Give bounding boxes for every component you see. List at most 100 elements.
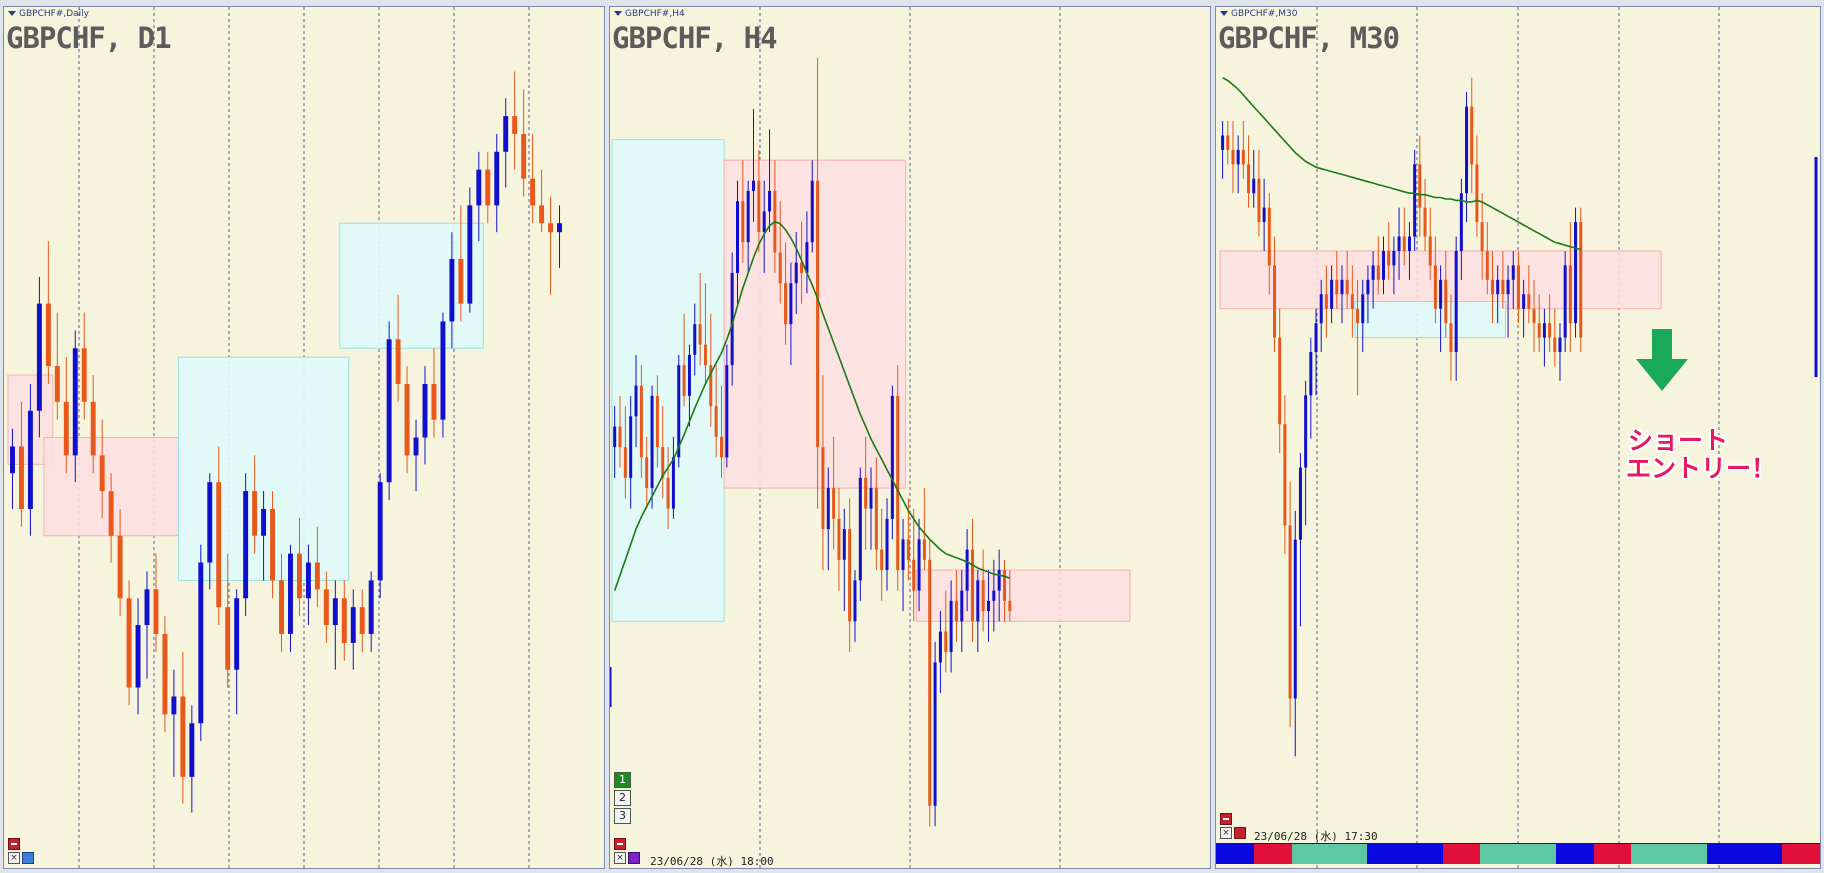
bull-candle — [960, 590, 964, 622]
bear-candle — [864, 477, 868, 509]
bear-candle — [323, 589, 329, 626]
bear-candle — [1433, 265, 1437, 309]
bull-candle — [1319, 294, 1323, 324]
bear-candle — [108, 491, 114, 536]
bull-candle — [869, 488, 873, 509]
strength-segment-teal — [1291, 844, 1330, 864]
bull-candle — [735, 201, 739, 273]
chart-symbol-label: GBPCHF, D1 — [6, 21, 172, 55]
supply-zone — [723, 159, 907, 489]
bear-candle — [880, 549, 884, 571]
bull-candle — [1459, 193, 1463, 251]
bull-candle — [1262, 207, 1266, 223]
bull-candle — [305, 562, 311, 599]
bear-candle — [970, 549, 974, 622]
chart-window-m30[interactable]: GBPCHF#,M30 GBPCHF, M30 ショート エントリー！ × 23… — [1215, 6, 1821, 869]
bull-candle — [350, 607, 356, 643]
bull-candle — [671, 457, 675, 509]
bull-candle — [1293, 539, 1297, 699]
bear-candle — [1335, 279, 1339, 295]
bull-candle — [27, 410, 33, 509]
bull-candle — [1413, 164, 1417, 237]
bear-candle — [1579, 222, 1583, 338]
chart-window-title[interactable]: GBPCHF#,H4 — [614, 9, 685, 19]
bear-candle — [906, 539, 910, 560]
bar-timestamp: 23/06/28 (水) 18:00 — [650, 855, 774, 868]
chart-window-title[interactable]: GBPCHF#,M30 — [1220, 9, 1297, 19]
chart-window-title[interactable]: GBPCHF#,Daily — [8, 9, 89, 19]
bear-candle — [359, 607, 365, 634]
dropdown-arrow-icon[interactable] — [1220, 11, 1228, 16]
h4-candlestick-chart[interactable] — [610, 7, 1210, 868]
bull-candle — [826, 488, 830, 530]
d1-candlestick-chart[interactable] — [4, 7, 604, 868]
close-icon[interactable]: × — [614, 852, 626, 864]
bear-candle — [153, 589, 159, 634]
bull-candle — [949, 600, 953, 653]
bull-candle — [687, 354, 691, 396]
bull-candle — [677, 365, 681, 458]
bear-candle — [1527, 294, 1531, 309]
strength-segment-blue — [1367, 844, 1406, 864]
bull-candle — [1397, 236, 1401, 251]
bear-candle — [216, 482, 222, 608]
bull-candle — [135, 625, 141, 688]
bull-candle — [725, 365, 729, 458]
bull-candle — [171, 696, 177, 715]
chart-window-d1[interactable]: GBPCHF#,Daily GBPCHF, D1 × — [3, 6, 605, 869]
minimize-button[interactable] — [614, 838, 626, 850]
close-icon[interactable]: × — [8, 852, 20, 864]
bear-candle — [63, 401, 69, 456]
bull-candle — [207, 482, 213, 563]
bull-candle — [1361, 294, 1365, 324]
bear-candle — [981, 580, 985, 612]
bear-candle — [1418, 164, 1422, 208]
bear-candle — [703, 344, 707, 366]
close-icon[interactable]: × — [1220, 827, 1232, 839]
bear-candle — [1003, 570, 1007, 601]
strength-segment-blue — [1706, 844, 1745, 864]
preset-button-3[interactable]: 3 — [614, 808, 631, 824]
bear-candle — [1241, 149, 1245, 165]
bear-candle — [458, 258, 464, 304]
bear-candle — [784, 283, 788, 325]
chart-window-h4[interactable]: GBPCHF#,H4 GBPCHF, H4 1 2 3 × 23/06/28 (… — [609, 6, 1211, 869]
minimize-button[interactable] — [8, 838, 20, 850]
bull-candle — [1439, 279, 1443, 309]
preset-button-2[interactable]: 2 — [614, 790, 631, 806]
bull-candle — [1221, 135, 1225, 150]
bear-candle — [90, 401, 96, 456]
dropdown-arrow-icon[interactable] — [614, 11, 622, 16]
bull-candle — [1511, 265, 1515, 280]
bull-candle — [1382, 250, 1385, 280]
bear-candle — [1350, 294, 1354, 309]
object-list-icon[interactable] — [628, 852, 640, 864]
bull-candle — [976, 580, 980, 622]
bear-candle — [1402, 236, 1406, 251]
object-list-icon[interactable] — [1234, 827, 1246, 839]
minimize-button[interactable] — [1220, 813, 1232, 825]
bear-candle — [225, 607, 231, 670]
bear-candle — [1480, 222, 1484, 251]
bear-candle — [639, 385, 643, 458]
bear-candle — [655, 395, 659, 448]
bull-candle — [1314, 323, 1318, 353]
preset-button-1[interactable]: 1 — [614, 772, 631, 788]
bear-candle — [896, 395, 900, 571]
bar-timestamp: 23/06/28 (水) 17:30 — [1254, 830, 1378, 843]
object-list-icon[interactable] — [22, 852, 34, 864]
m30-candlestick-chart[interactable] — [1216, 7, 1820, 868]
bear-candle — [252, 491, 258, 536]
bear-candle — [1257, 178, 1261, 223]
bear-candle — [874, 488, 878, 550]
bear-candle — [682, 365, 686, 396]
dropdown-arrow-icon[interactable] — [8, 11, 16, 16]
bear-candle — [180, 696, 186, 777]
bear-candle — [314, 562, 320, 590]
bear-candle — [719, 436, 723, 458]
bear-candle — [395, 339, 401, 384]
bear-candle — [1278, 337, 1282, 425]
bear-candle — [741, 201, 745, 243]
bull-candle — [1304, 395, 1308, 468]
bear-candle — [1247, 164, 1251, 194]
